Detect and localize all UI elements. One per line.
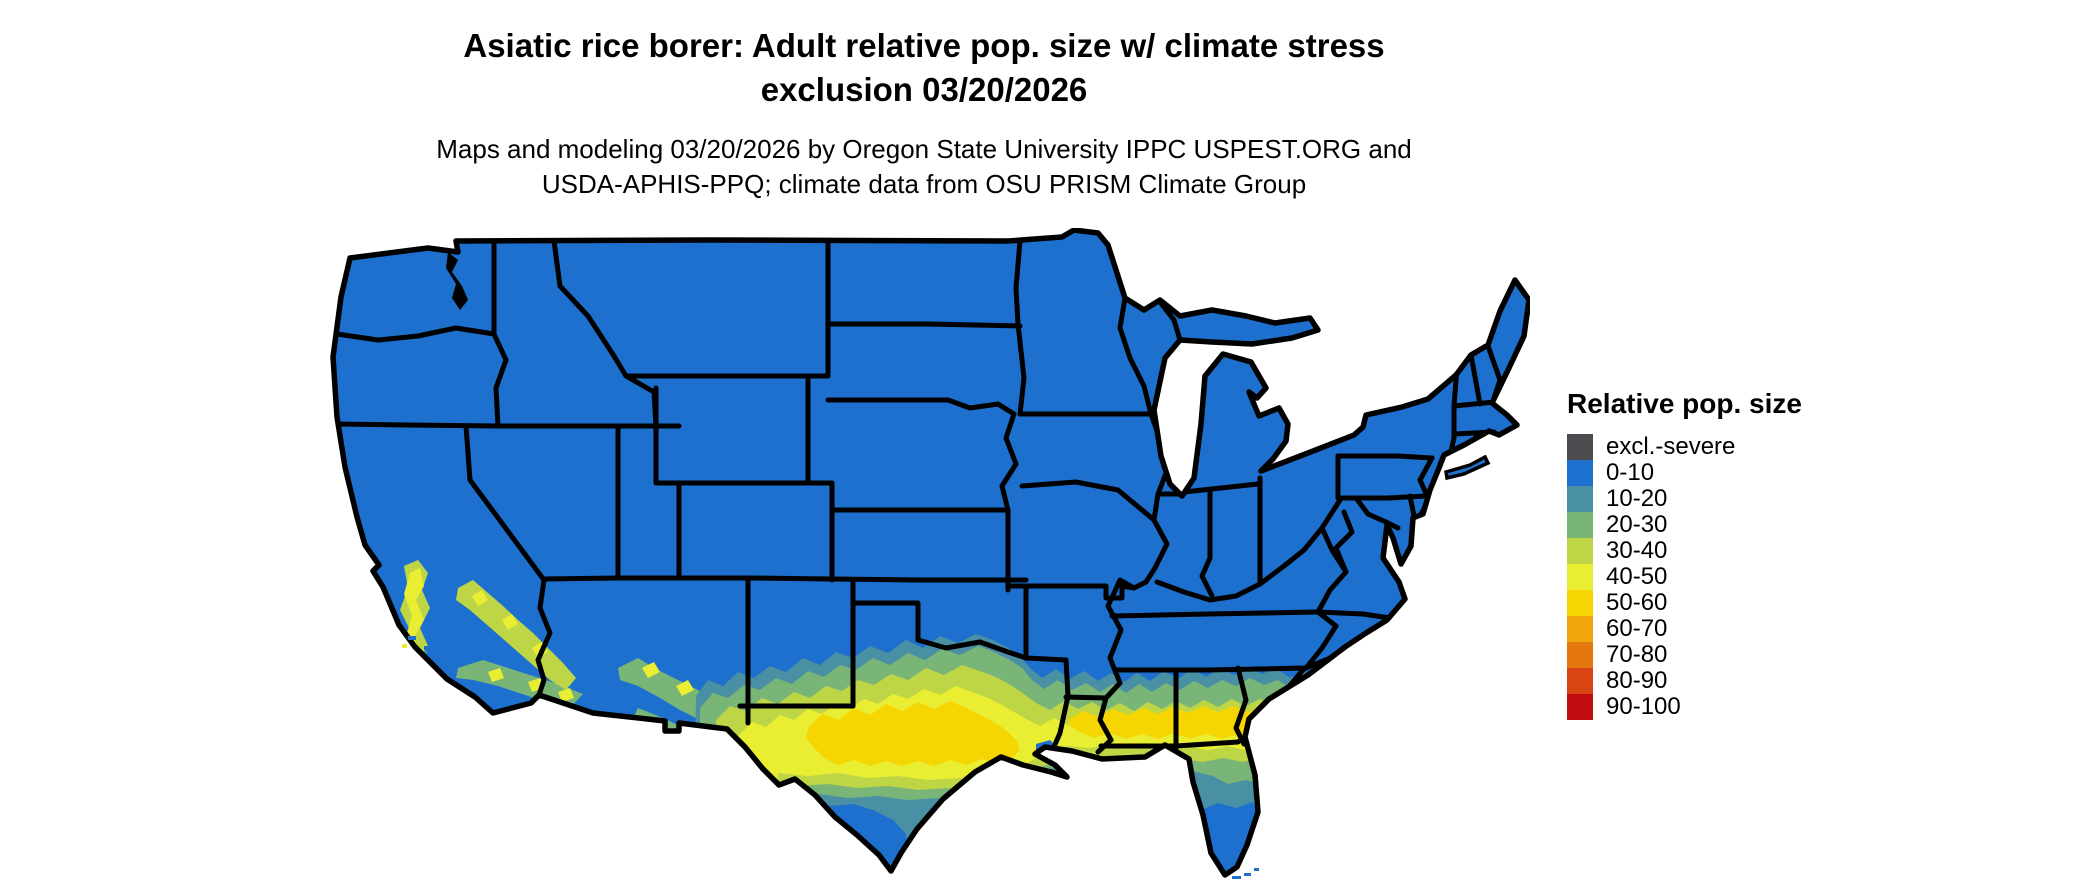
us-map-svg	[330, 227, 1532, 879]
us-outline	[330, 227, 1532, 878]
legend-title: Relative pop. size	[1567, 388, 1802, 419]
legend-swatch	[1567, 590, 1593, 616]
legend-swatch	[1567, 512, 1593, 538]
legend-swatch	[1567, 694, 1593, 720]
title-block: Asiatic rice borer: Adult relative pop. …	[224, 24, 1624, 202]
legend-item: 90-100	[1567, 693, 1947, 720]
legend-item: 60-70	[1567, 615, 1947, 642]
legend-swatch	[1567, 538, 1593, 564]
legend-item: 40-50	[1567, 563, 1947, 590]
legend-swatch	[1567, 668, 1593, 694]
legend-label: excl.-severe	[1606, 433, 1736, 460]
map-title-line1: Asiatic rice borer: Adult relative pop. …	[463, 27, 1385, 64]
legend-item: excl.-severe	[1567, 433, 1947, 460]
puget-sound	[446, 252, 468, 310]
legend-label: 60-70	[1606, 615, 1668, 642]
legend-item: 50-60	[1567, 589, 1947, 616]
legend-item: 0-10	[1567, 459, 1947, 486]
us-map	[308, 227, 1532, 880]
legend-label: 30-40	[1606, 537, 1668, 564]
islands	[408, 636, 1259, 879]
legend-label: 20-30	[1606, 511, 1668, 538]
island-yellow-dot	[402, 644, 407, 648]
legend-label: 50-60	[1606, 589, 1668, 616]
legend-item: 70-80	[1567, 641, 1947, 668]
legend-swatch	[1567, 642, 1593, 668]
legend-label: 40-50	[1606, 563, 1668, 590]
map-subtitle-line1: Maps and modeling 03/20/2026 by Oregon S…	[436, 134, 1412, 164]
legend-label: 10-20	[1606, 485, 1668, 512]
legend-item: 80-90	[1567, 667, 1947, 694]
legend-item: 30-40	[1567, 537, 1947, 564]
legend-label: 0-10	[1606, 459, 1655, 486]
legend-swatch	[1567, 434, 1593, 460]
map-title-line2: exclusion 03/20/2026	[760, 71, 1088, 108]
legend-item: 20-30	[1567, 511, 1947, 538]
legend-swatch	[1567, 460, 1593, 486]
legend-label: 90-100	[1606, 693, 1681, 720]
legend-swatch	[1567, 564, 1593, 590]
legend-item: 10-20	[1567, 485, 1947, 512]
long-island	[1444, 454, 1491, 481]
map-subtitle-line2: USDA-APHIS-PPQ; climate data from OSU PR…	[541, 169, 1307, 199]
legend-swatch	[1567, 616, 1593, 642]
legend-swatch	[1567, 486, 1593, 512]
legend-label: 70-80	[1606, 641, 1668, 668]
legend-label: 80-90	[1606, 667, 1668, 694]
legend: Relative pop. size excl.-severe 0-10 10-…	[1567, 388, 1947, 720]
